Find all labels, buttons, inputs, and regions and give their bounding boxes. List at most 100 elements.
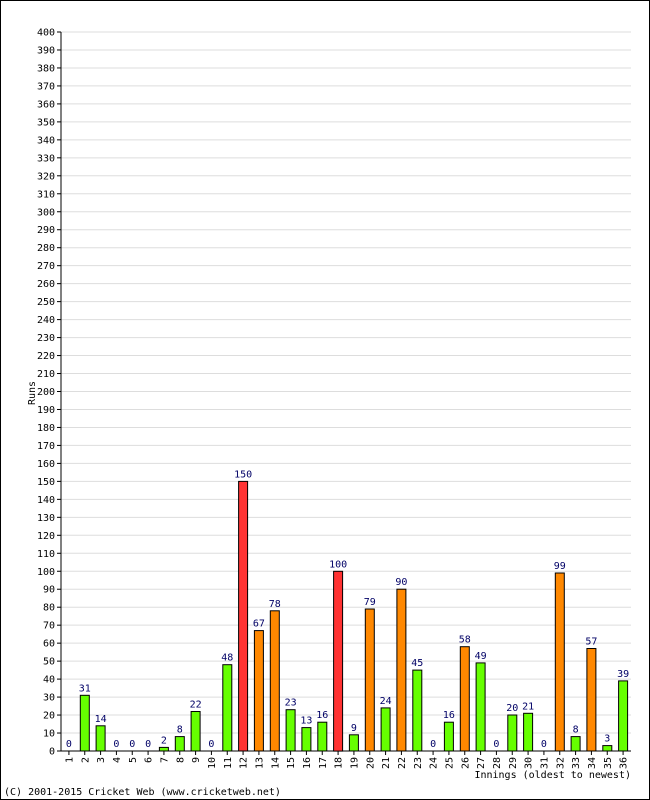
x-tick-label: 33 [571, 757, 582, 769]
data-label: 8 [177, 725, 183, 736]
data-label: 39 [617, 669, 629, 680]
y-tick-label: 50 [43, 657, 55, 668]
data-label: 0 [493, 739, 499, 750]
x-tick-label: 2 [80, 757, 91, 763]
x-axis-title: Innings (oldest to newest) [474, 770, 631, 781]
bar [253, 630, 264, 752]
x-tick-label: 16 [302, 757, 313, 769]
y-tick-label: 130 [37, 513, 55, 524]
y-tick-label: 300 [37, 207, 55, 218]
x-tick-label: 30 [524, 757, 535, 769]
data-label: 0 [145, 739, 151, 750]
y-tick-label: 370 [37, 81, 55, 92]
x-tick-label: 26 [460, 757, 471, 769]
data-label: 78 [269, 599, 281, 610]
data-label: 0 [430, 739, 436, 750]
bar [586, 648, 597, 752]
y-tick-label: 380 [37, 63, 55, 74]
y-tick-label: 360 [37, 99, 55, 110]
y-tick-label: 230 [37, 333, 55, 344]
data-label: 150 [234, 469, 252, 480]
y-tick-label: 390 [37, 45, 55, 56]
data-label: 20 [506, 703, 518, 714]
x-tick-label: 20 [365, 757, 376, 769]
bar [190, 711, 201, 752]
y-tick-label: 70 [43, 621, 55, 632]
y-tick-label: 340 [37, 135, 55, 146]
x-tick-label: 9 [191, 757, 202, 763]
bar [238, 480, 249, 752]
data-label: 9 [351, 723, 357, 734]
bar [348, 734, 359, 752]
x-tick-label: 25 [444, 757, 455, 769]
data-label: 58 [459, 635, 471, 646]
y-tick-label: 30 [43, 693, 55, 704]
bar [158, 746, 169, 752]
bar [79, 694, 90, 752]
data-label: 21 [522, 701, 534, 712]
bar [554, 572, 565, 752]
y-tick-label: 270 [37, 261, 55, 272]
data-label: 31 [79, 683, 91, 694]
data-label: 90 [395, 577, 407, 588]
x-tick-label: 4 [112, 757, 123, 763]
bar [285, 709, 296, 752]
y-tick-label: 0 [49, 747, 55, 758]
x-tick-label: 13 [254, 757, 265, 769]
bar [475, 662, 486, 752]
data-label: 22 [190, 700, 202, 711]
y-tick-label: 160 [37, 459, 55, 470]
x-tick-label: 35 [603, 757, 614, 769]
data-label: 24 [380, 696, 392, 707]
data-label: 0 [129, 739, 135, 750]
y-tick-label: 80 [43, 603, 55, 614]
bar [507, 714, 518, 752]
x-tick-label: 23 [413, 757, 424, 769]
x-tick-label: 19 [349, 757, 360, 769]
data-label: 67 [253, 619, 265, 630]
x-tick-label: 3 [96, 757, 107, 763]
x-tick-label: 8 [175, 757, 186, 763]
data-label: 0 [541, 739, 547, 750]
bar [269, 610, 280, 752]
y-tick-label: 330 [37, 153, 55, 164]
data-label: 0 [113, 739, 119, 750]
x-tick-label: 29 [508, 757, 519, 769]
y-tick-label: 320 [37, 171, 55, 182]
data-label: 16 [443, 710, 455, 721]
bar [95, 725, 106, 752]
data-label: 16 [316, 710, 328, 721]
x-tick-label: 21 [381, 757, 392, 769]
y-tick-label: 110 [37, 549, 55, 560]
data-label: 99 [554, 561, 566, 572]
data-label: 8 [573, 725, 579, 736]
y-tick-label: 220 [37, 351, 55, 362]
y-axis-title: Runs [27, 381, 38, 405]
y-tick-label: 210 [37, 369, 55, 380]
y-tick-label: 200 [37, 387, 55, 398]
data-label: 57 [585, 637, 597, 648]
data-label: 48 [221, 653, 233, 664]
bar [396, 588, 407, 752]
bar [317, 721, 328, 752]
y-tick-label: 10 [43, 729, 55, 740]
y-tick-label: 350 [37, 117, 55, 128]
copyright-text: (C) 2001-2015 Cricket Web (www.cricketwe… [4, 787, 281, 798]
x-tick-label: 22 [397, 757, 408, 769]
x-tick-label: 32 [555, 757, 566, 769]
y-tick-label: 120 [37, 531, 55, 542]
data-label: 49 [475, 651, 487, 662]
y-tick-label: 400 [37, 28, 55, 39]
y-tick-label: 280 [37, 243, 55, 254]
data-label: 0 [66, 739, 72, 750]
bar [443, 721, 454, 752]
y-tick-label: 190 [37, 405, 55, 416]
x-tick-label: 5 [128, 757, 139, 763]
data-label: 0 [208, 739, 214, 750]
data-label: 3 [604, 734, 610, 745]
y-tick-label: 170 [37, 441, 55, 452]
bar [174, 736, 185, 752]
data-label: 23 [285, 698, 297, 709]
